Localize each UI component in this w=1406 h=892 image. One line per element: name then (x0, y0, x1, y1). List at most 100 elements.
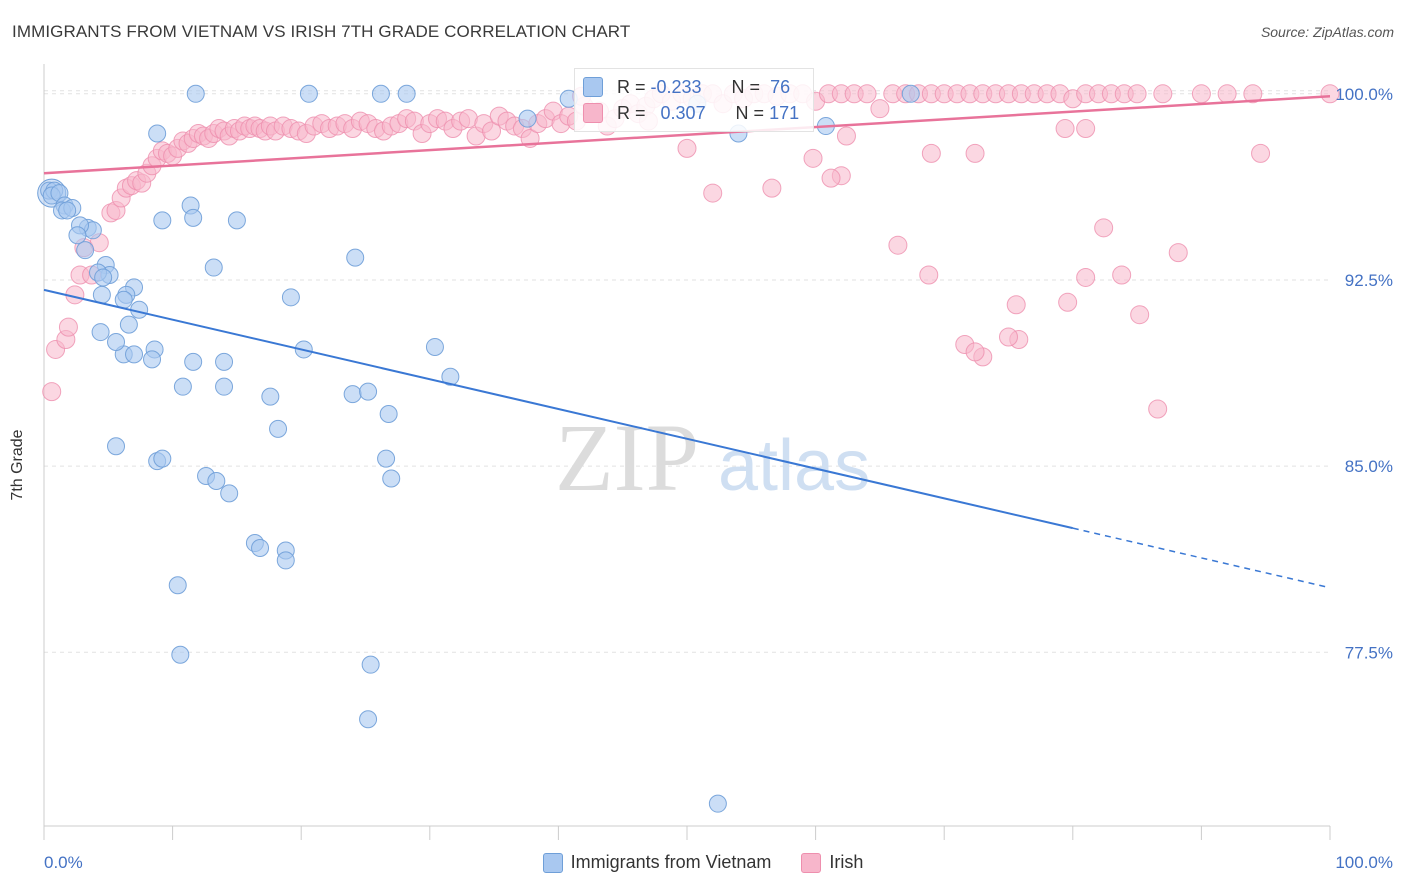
vietnam-point (269, 419, 288, 438)
vietnam-point (76, 241, 95, 260)
watermark: ZIP atlas (555, 404, 870, 511)
vietnam-point (143, 350, 162, 369)
vietnam-point (397, 84, 416, 103)
vietnam-point (215, 377, 234, 396)
vietnam-point (227, 211, 246, 230)
vietnam-point (518, 109, 537, 128)
vietnam-swatch (583, 77, 603, 97)
irish-point (762, 178, 782, 198)
vietnam-n-label: N = (731, 76, 761, 97)
irish-point (1006, 295, 1026, 315)
irish-point (1094, 218, 1114, 238)
vietnam-point (441, 367, 460, 386)
irish-point (836, 126, 856, 146)
vietnam-point (58, 201, 77, 220)
stats-row-vietnam: R = -0.233 N = 76 (583, 75, 790, 99)
legend-irish-label: Irish (829, 852, 864, 872)
irish-point (58, 317, 78, 337)
vietnam-n-value: 76 (770, 76, 791, 97)
watermark-zip: ZIP (555, 404, 699, 511)
vietnam-point (251, 539, 270, 558)
vietnam-point (379, 404, 398, 423)
irish-point (1191, 84, 1211, 104)
bottom-legend: Immigrants from Vietnam Irish (0, 852, 1406, 873)
irish-point (857, 84, 877, 104)
source-label: Source: ZipAtlas.com (1260, 24, 1394, 40)
vietnam-point (153, 449, 172, 468)
y-tick-label: 85.0% (1345, 457, 1393, 476)
vietnam-point (91, 323, 110, 342)
vietnam-point (148, 124, 167, 143)
vietnam-point (299, 84, 318, 103)
vietnam-point (281, 288, 300, 307)
x-tick-label: 0.0% (44, 853, 83, 872)
irish-point (677, 138, 697, 158)
irish-point (1055, 119, 1075, 139)
irish-point (888, 235, 908, 255)
irish-point (999, 327, 1018, 347)
irish-point (870, 99, 890, 119)
irish-point (1058, 292, 1078, 312)
vietnam-point (184, 352, 203, 371)
vietnam-point (125, 345, 144, 364)
irish-point (821, 168, 841, 188)
legend-item-irish[interactable]: Irish (801, 852, 863, 873)
irish-point (1130, 305, 1150, 325)
vietnam-point (184, 208, 203, 227)
vietnam-point (276, 551, 295, 570)
irish-swatch (583, 103, 603, 123)
y-tick-label: 77.5% (1345, 643, 1393, 662)
vietnam-r-label: R = (617, 76, 646, 97)
irish-point (919, 265, 939, 285)
vietnam-point (168, 576, 187, 595)
vietnam-point (343, 385, 362, 404)
vietnam-point (901, 84, 920, 103)
irish-point (42, 382, 62, 402)
irish-point (1243, 84, 1263, 104)
irish-n-value: 171 (769, 102, 800, 123)
irish-point (1076, 267, 1096, 287)
irish-r-value: 0.307 (660, 102, 706, 123)
vietnam-point (92, 285, 111, 304)
vietnam-trend-line (43, 288, 1074, 530)
irish-point (1076, 119, 1096, 139)
chart-title: IMMIGRANTS FROM VIETNAM VS IRISH 7TH GRA… (12, 22, 631, 41)
irish-point (1148, 399, 1168, 419)
irish-point (1217, 84, 1237, 104)
irish-point (1112, 265, 1132, 285)
tick-labels: 77.5% 85.0% 92.5% 100.0% 0.0% 100.0% (44, 85, 1393, 872)
vietnam-point (261, 387, 280, 406)
vietnam-point (119, 315, 138, 334)
vietnam-point (114, 290, 133, 309)
vietnam-point (107, 437, 126, 456)
gridlines (44, 90, 1330, 653)
watermark-atlas: atlas (718, 426, 870, 506)
legend-item-vietnam[interactable]: Immigrants from Vietnam (542, 852, 772, 873)
vietnam-point (359, 710, 378, 729)
vietnam-point (377, 449, 396, 468)
irish-point (1168, 243, 1188, 263)
vietnam-point (94, 268, 113, 287)
vietnam-point (220, 484, 239, 503)
vietnam-r-value: -0.233 (650, 76, 702, 97)
vietnam-point (68, 226, 87, 245)
irish-trend-line (43, 95, 1331, 175)
vietnam-point (173, 377, 192, 396)
irish-point (1153, 84, 1173, 104)
irish-point (921, 143, 941, 163)
irish-point (965, 143, 985, 163)
vietnam-point (371, 84, 390, 103)
vietnam-point (708, 794, 727, 813)
irish-point (1320, 84, 1340, 104)
vietnam-point (186, 84, 205, 103)
irish-point (803, 148, 823, 168)
vietnam-point (215, 352, 234, 371)
y-tick-label: 100.0% (1335, 85, 1393, 104)
irish-point (1251, 143, 1271, 163)
vietnam-trend-extension (1072, 527, 1331, 589)
legend-vietnam-label: Immigrants from Vietnam (570, 852, 772, 872)
vietnam-point (359, 382, 378, 401)
stats-legend: R = -0.233 N = 76 R = 0.307 N = 171 (574, 68, 814, 132)
trend-lines (43, 95, 1331, 589)
